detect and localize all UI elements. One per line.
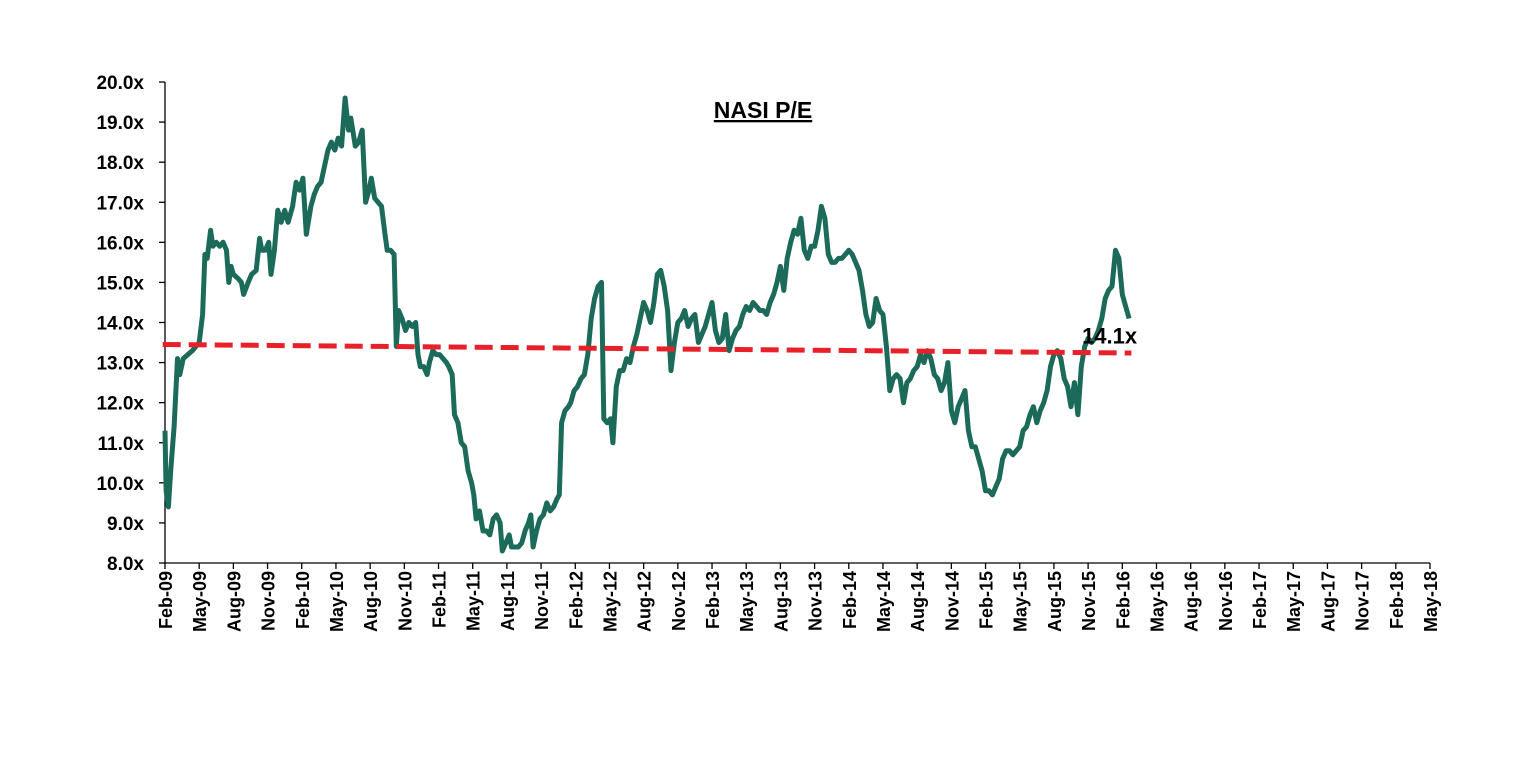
pe-series-line — [162, 95, 1132, 554]
y-tick-label: 10.0x — [96, 474, 144, 495]
axes — [164, 82, 1430, 564]
x-tick-label: Nov-12 — [669, 571, 689, 631]
x-tick-label: Nov-13 — [806, 571, 826, 631]
x-tick-label: May-09 — [190, 571, 210, 632]
x-tick-label: May-15 — [1011, 571, 1031, 632]
x-tick-label: May-18 — [1421, 571, 1441, 632]
x-tick-label: Aug-16 — [1182, 571, 1202, 632]
y-tick-label: 20.0x — [96, 73, 144, 94]
x-tick-label: Feb-10 — [293, 571, 313, 629]
x-tick-label: Feb-13 — [703, 571, 723, 629]
x-tick-label: Feb-12 — [566, 571, 586, 629]
x-tick-label: Nov-09 — [259, 571, 279, 631]
x-tick-label: Nov-14 — [942, 571, 962, 631]
x-tick-label: Aug-15 — [1045, 571, 1065, 632]
x-tick-label: Nov-16 — [1216, 571, 1236, 631]
average-line — [162, 342, 1132, 356]
x-tick-label: Aug-13 — [771, 571, 791, 632]
x-tick-label: May-12 — [600, 571, 620, 632]
x-tick-label: Feb-16 — [1113, 571, 1133, 629]
x-tick-label: Nov-11 — [532, 571, 552, 630]
y-tick-label: 18.0x — [96, 153, 144, 174]
y-tick-label: 17.0x — [96, 193, 144, 214]
x-tick-label: May-17 — [1284, 571, 1304, 632]
x-tick-label: Feb-09 — [156, 571, 176, 629]
x-tick-label: May-10 — [327, 571, 347, 632]
y-tick-label: 16.0x — [96, 233, 144, 254]
x-tick-label: Aug-09 — [224, 571, 244, 632]
x-tick-label: Feb-17 — [1250, 571, 1270, 629]
x-tick-label: Nov-10 — [395, 571, 415, 631]
y-tick-label: 11.0x — [98, 434, 145, 455]
x-tick-label: May-14 — [874, 571, 894, 632]
x-tick-label: Nov-17 — [1353, 571, 1373, 631]
x-tick-label: Aug-11 — [498, 571, 518, 631]
y-tick-label: 9.0x — [107, 514, 144, 535]
y-tick-label: 14.0x — [96, 314, 144, 335]
series-layer — [162, 95, 1132, 554]
x-tick-label: Feb-14 — [840, 571, 860, 629]
x-tick-label: Aug-10 — [361, 571, 381, 632]
latest-value-label: 14.1x — [1082, 323, 1138, 348]
x-tick-label: Aug-12 — [635, 571, 655, 632]
y-tick-label: 8.0x — [107, 554, 144, 575]
y-tick-label: 13.0x — [96, 354, 144, 375]
x-tick-label: Feb-15 — [977, 571, 997, 629]
y-tick-label: 12.0x — [96, 394, 144, 415]
y-axis-ticks: 8.0x 9.0x 10.0x 11.0x 12.0x 13.0x 14.0x 15.0x 16… — [96, 73, 165, 575]
x-tick-label: Feb-18 — [1387, 571, 1407, 629]
x-tick-label: Feb-11 — [430, 571, 450, 628]
chart-title: NASI P/E — [714, 97, 812, 123]
y-tick-label: 15.0x — [96, 273, 144, 294]
x-tick-label: Aug-17 — [1318, 571, 1338, 632]
y-tick-label: 19.0x — [96, 113, 144, 134]
annotation-layer: 14.1x — [1082, 323, 1138, 348]
x-tick-label: Aug-14 — [908, 571, 928, 632]
x-tick-label: Nov-15 — [1079, 571, 1099, 631]
x-axis-ticks: Feb-09 May-09 Aug-09 Nov-09 Feb-10 May-10 Aug-… — [156, 563, 1441, 632]
x-tick-label: May-11 — [464, 571, 484, 631]
x-tick-label: May-13 — [737, 571, 757, 632]
x-tick-label: May-16 — [1147, 571, 1167, 632]
